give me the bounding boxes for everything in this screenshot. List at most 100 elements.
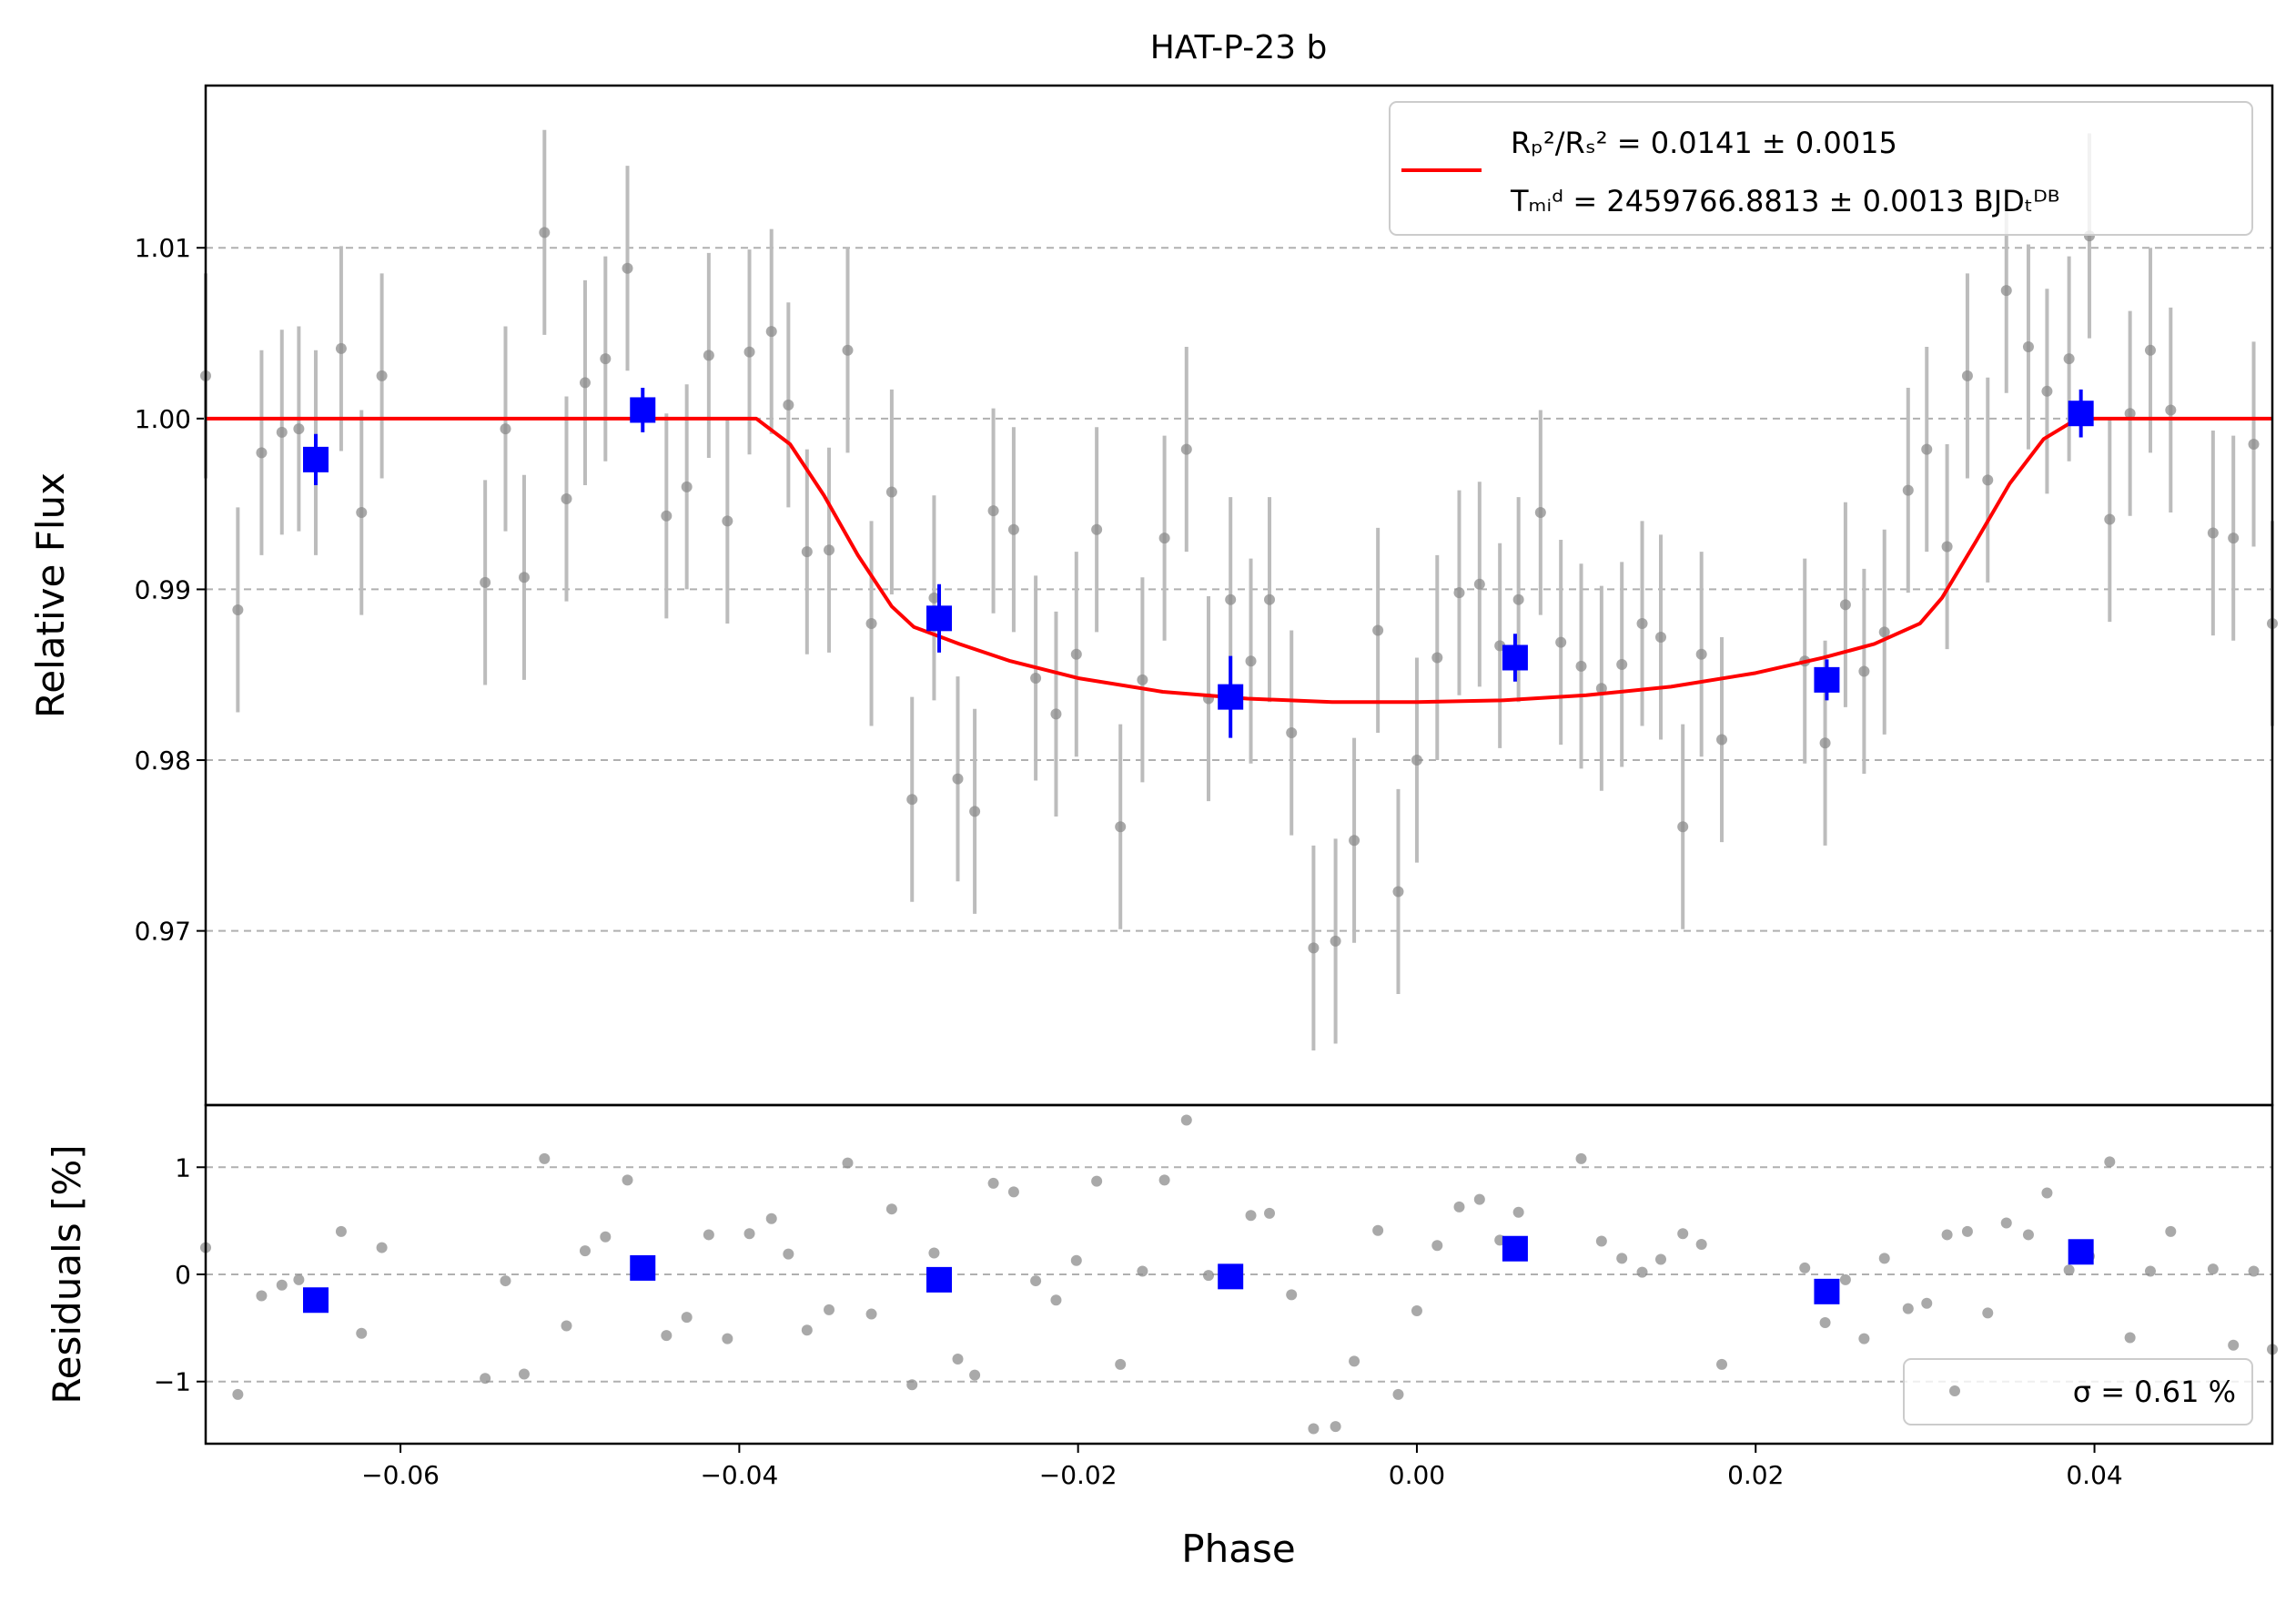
- residual-binned-point: [926, 1266, 953, 1293]
- top-data-point: [1264, 594, 1276, 605]
- residual-point: [2144, 1265, 2156, 1277]
- residual-point: [722, 1333, 733, 1344]
- top-data-point: [356, 507, 368, 519]
- top-binned-point: [2068, 401, 2094, 427]
- residual-point: [1453, 1201, 1465, 1212]
- top-data-point: [1941, 541, 1953, 553]
- residual-point: [2124, 1332, 2136, 1344]
- residual-point: [2104, 1156, 2116, 1168]
- top-binned-point: [302, 446, 329, 472]
- top-data-point: [1616, 658, 1628, 670]
- top-binned-point: [926, 605, 953, 632]
- top-y-tick-label: 1.00: [135, 404, 191, 434]
- top-data-point: [1431, 652, 1443, 664]
- residual-point: [600, 1231, 612, 1243]
- top-data-point: [2165, 404, 2177, 416]
- residual-point: [539, 1152, 551, 1164]
- top-data-point: [480, 576, 491, 588]
- top-data-point: [1555, 636, 1567, 648]
- residual-point: [681, 1312, 693, 1324]
- top-data-point: [622, 262, 633, 274]
- residual-point: [1941, 1229, 1953, 1241]
- top-data-point: [1330, 935, 1341, 947]
- residual-point: [1202, 1270, 1214, 1282]
- residual-point: [661, 1330, 673, 1342]
- residual-point: [2063, 1264, 2075, 1276]
- residual-point: [1091, 1175, 1103, 1187]
- top-data-point: [2124, 408, 2136, 420]
- bottom-binned-points: [302, 1235, 2094, 1314]
- x-axis-label: Phase: [1181, 1527, 1295, 1571]
- x-ticks: −0.06 −0.04 −0.02 0.00 0.02 0.04: [361, 1444, 2123, 1490]
- top-data-point: [885, 486, 897, 498]
- bottom-legend-marker: [1949, 1385, 1960, 1396]
- top-y-tick-label: 0.99: [135, 574, 191, 604]
- x-tick-label: −0.02: [1039, 1460, 1118, 1490]
- top-data-point: [1158, 533, 1170, 544]
- top-data-point: [1411, 755, 1422, 766]
- residual-binned-point: [302, 1287, 329, 1314]
- top-data-point: [824, 544, 835, 556]
- residual-point: [1961, 1225, 1973, 1237]
- top-data-point: [2041, 385, 2053, 397]
- residual-point: [865, 1308, 877, 1320]
- residual-point: [1921, 1297, 1933, 1309]
- top-data-point: [1982, 474, 1994, 486]
- residual-point: [2207, 1263, 2219, 1275]
- top-data-point: [1878, 626, 1890, 638]
- top-gridlines: [206, 247, 2272, 932]
- residual-point: [561, 1320, 572, 1332]
- residual-binned-point: [1814, 1278, 1840, 1304]
- top-data-point: [1839, 599, 1851, 611]
- bottom-legend-box: [1903, 1358, 2253, 1425]
- residual-point: [969, 1369, 981, 1381]
- bottom-legend: σ = 0.61 %: [1903, 1358, 2253, 1425]
- top-data-point: [865, 617, 877, 629]
- residual-point: [232, 1388, 244, 1400]
- residual-point: [1137, 1265, 1148, 1277]
- top-data-point: [1453, 587, 1465, 599]
- top-data-point: [232, 604, 244, 615]
- top-data-point: [1180, 443, 1192, 455]
- x-tick-label: 0.02: [1727, 1460, 1784, 1490]
- top-data-point: [969, 806, 981, 817]
- residual-point: [1115, 1358, 1127, 1370]
- residual-point: [1473, 1193, 1485, 1205]
- residual-point: [2228, 1339, 2240, 1351]
- top-data-point: [743, 346, 755, 358]
- top-data-point: [1655, 631, 1667, 643]
- top-data-point: [681, 481, 693, 492]
- top-data-point: [783, 399, 794, 411]
- top-data-point: [276, 426, 288, 438]
- residual-point: [1392, 1388, 1404, 1400]
- residual-point: [1677, 1228, 1689, 1240]
- bottom-y-tick-label: 1: [175, 1152, 191, 1182]
- residual-point: [1575, 1152, 1587, 1164]
- residual-point: [987, 1177, 999, 1189]
- bottom-data-points: [200, 1114, 2278, 1435]
- residual-point: [376, 1242, 388, 1253]
- residual-binned-point: [630, 1254, 656, 1281]
- top-data-point: [2144, 344, 2156, 356]
- residual-point: [1264, 1207, 1276, 1219]
- top-binned-point: [1814, 666, 1840, 693]
- top-y-tick-label: 1.01: [135, 233, 191, 263]
- residual-point: [1030, 1275, 1042, 1287]
- residual-point: [1982, 1307, 1994, 1319]
- residual-point: [1636, 1266, 1648, 1278]
- residual-point: [1512, 1206, 1524, 1218]
- top-data-point: [376, 370, 388, 381]
- top-binned-point: [630, 397, 656, 423]
- top-axes-frame: [204, 84, 2274, 1107]
- residual-point: [2022, 1229, 2034, 1241]
- top-data-point: [1137, 674, 1148, 685]
- top-binned-point: [1502, 644, 1528, 671]
- x-tick-label: −0.04: [700, 1460, 778, 1490]
- residual-point: [1349, 1355, 1360, 1367]
- residual-point: [1839, 1273, 1851, 1285]
- x-tick-label: −0.06: [361, 1460, 440, 1490]
- top-legend-label-line2: Tₘᵢᵈ = 2459766.8813 ± 0.0013 BJDₜᴰᴮ: [1510, 184, 2060, 218]
- top-data-point: [2063, 353, 2075, 365]
- residual-point: [276, 1279, 288, 1291]
- top-data-point: [906, 794, 918, 806]
